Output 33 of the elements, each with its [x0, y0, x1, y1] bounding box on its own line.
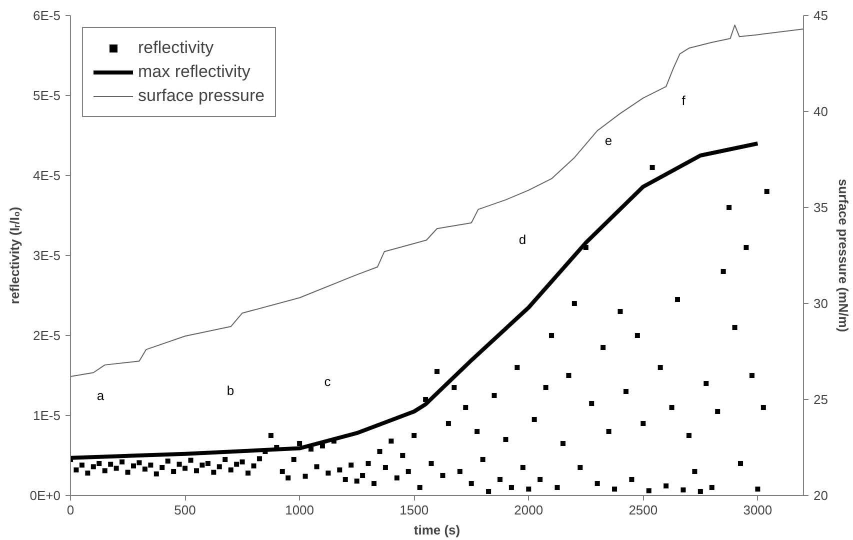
y-tick-label: 1E-5 [33, 408, 61, 423]
y-tick-label: 3E-5 [33, 248, 61, 263]
annotation: e [604, 133, 612, 148]
y-tick-label: 4E-5 [33, 168, 61, 183]
annotation: c [324, 374, 332, 389]
x-tick-label: 1500 [400, 502, 429, 518]
y-tick-label: 2E-5 [33, 328, 61, 343]
annotation: d [518, 232, 526, 247]
y-axis-title: reflectivity (Iᵣ/I₀) [6, 206, 22, 304]
x-tick-label: 3000 [743, 502, 772, 518]
y-tick-label: 5E-5 [33, 88, 61, 103]
legend-label: surface pressure [138, 86, 265, 106]
y-tick-label: 6E-5 [33, 8, 61, 23]
y2-tick-label: 25 [814, 392, 828, 407]
y2-tick-label: 40 [814, 104, 828, 119]
y2-tick-label: 20 [814, 488, 828, 503]
y2-tick-label: 30 [814, 296, 828, 311]
x-tick-label: 0 [66, 502, 74, 518]
line-series [70, 24, 804, 377]
y2-tick-label: 35 [814, 200, 828, 215]
x-tick-label: 500 [174, 502, 196, 518]
annotation: a [96, 388, 105, 403]
x-tick-label: 1000 [285, 502, 314, 518]
annotation: b [226, 383, 234, 398]
y2-axis-title: surface pressure (mN/m) [836, 178, 851, 332]
legend-label: max reflectivity [138, 62, 250, 82]
x-tick-label: 2500 [628, 502, 658, 518]
x-axis-title: time (s) [414, 522, 460, 538]
x-tick-label: 2000 [514, 502, 544, 518]
y-tick-label: 0E+0 [30, 488, 61, 503]
y2-tick-label: 45 [814, 8, 828, 23]
annotation: f [682, 93, 686, 108]
legend-label: reflectivity [138, 38, 214, 58]
